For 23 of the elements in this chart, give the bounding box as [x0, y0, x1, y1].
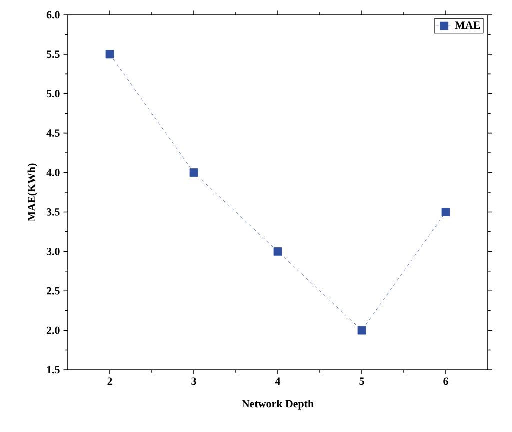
point	[190, 168, 198, 177]
y-tick-label: 3.0	[46, 248, 60, 256]
y-tick-label: 5.5	[46, 50, 60, 58]
y-tick-label: 4.0	[46, 169, 60, 176]
x-tick-label: 2	[108, 378, 112, 386]
y-tick-label: 2.0	[46, 326, 60, 334]
point	[358, 326, 366, 335]
y-tick-label: 5.0	[46, 90, 60, 98]
y-axis-title: MAE(KWh)	[28, 164, 38, 222]
y-tick-label: 2.5	[46, 287, 60, 295]
point	[106, 50, 114, 59]
x-tick-label: 6	[444, 378, 448, 386]
point	[274, 247, 282, 256]
y-tick-label: 4.5	[46, 130, 60, 138]
legend-label: MAE	[455, 22, 480, 29]
y-tick-label: 1.5	[47, 366, 60, 374]
y-tick-label: 3.5	[46, 208, 60, 216]
x-tick-label: 4	[275, 378, 281, 385]
x-axis-title: Network Depth	[242, 400, 314, 410]
x-tick-label: 3	[192, 378, 196, 386]
point	[442, 208, 450, 216]
x-tick-label: 5	[360, 378, 364, 386]
y-tick-label: 6.0	[46, 11, 60, 19]
